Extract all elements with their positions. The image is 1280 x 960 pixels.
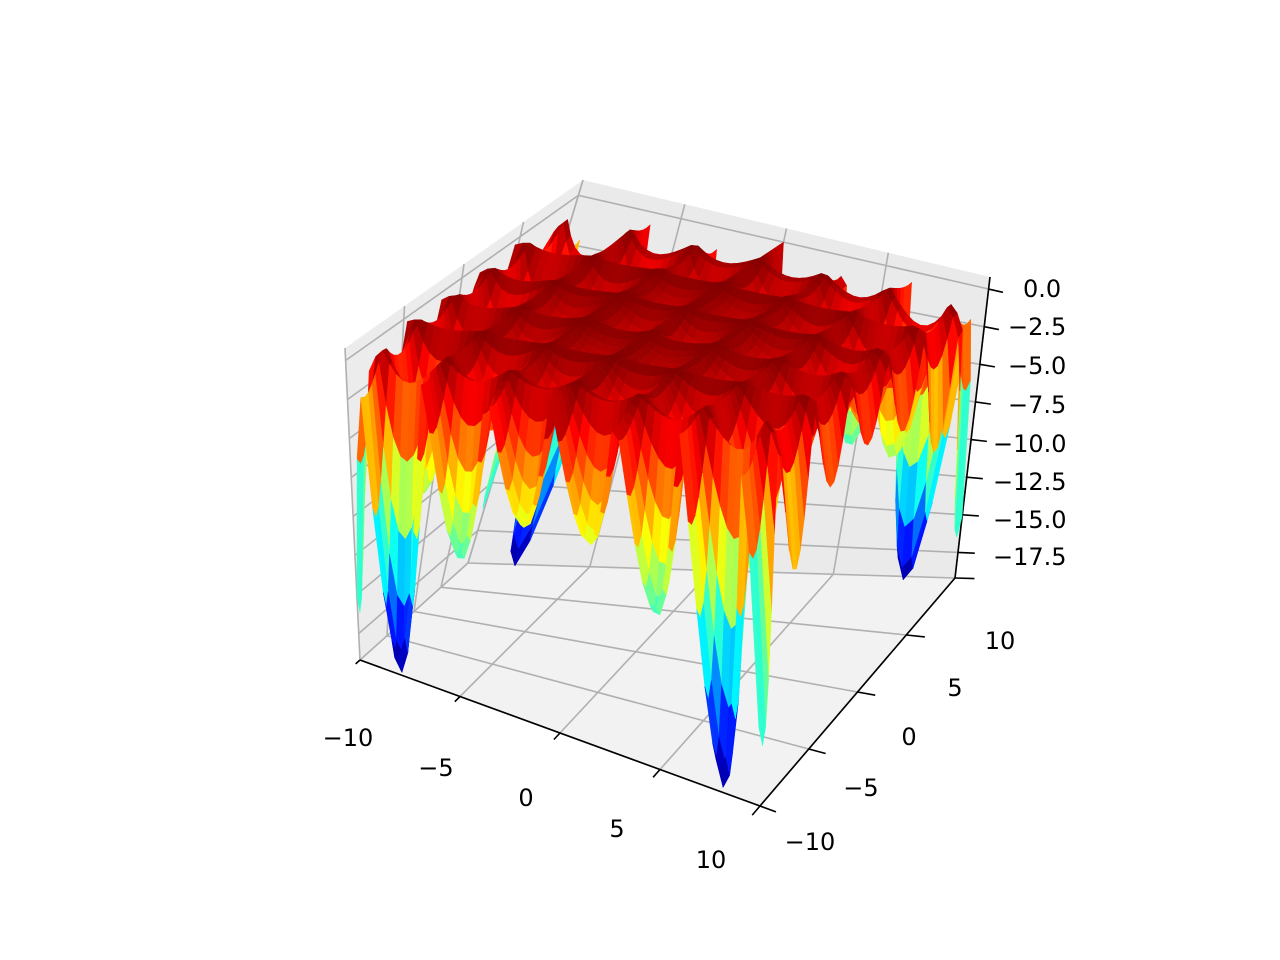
x-tick-mark xyxy=(355,659,361,665)
y-tick-mark xyxy=(759,805,777,813)
x-tick-mark xyxy=(553,732,561,741)
surface-facet xyxy=(885,387,894,422)
z-tick-mark xyxy=(962,513,979,517)
z-tick-mark xyxy=(971,438,987,443)
z-tick-label: −17.5 xyxy=(993,543,1067,571)
y-tick-label: 5 xyxy=(947,674,962,702)
surface-facet xyxy=(397,530,406,608)
surface-facet xyxy=(356,458,361,613)
y-tick-mark xyxy=(808,748,826,755)
surface-facet xyxy=(933,365,938,454)
x-tick-label: 0 xyxy=(518,784,533,812)
z-tick-label: −10.0 xyxy=(993,430,1067,458)
axis-ticks xyxy=(355,288,1004,816)
z-tick-mark xyxy=(975,401,991,405)
x-tick-label: 5 xyxy=(609,815,624,843)
x-tick-mark xyxy=(454,695,461,703)
y-tick-mark xyxy=(857,691,876,697)
y-tick-label: −10 xyxy=(785,828,836,856)
y-tick-mark xyxy=(906,634,925,638)
z-tick-label: −5.0 xyxy=(1008,352,1066,380)
x-tick-label: 10 xyxy=(696,846,727,874)
surface-facet xyxy=(749,552,763,746)
z-tick-mark xyxy=(988,288,1004,294)
z-tick-mark xyxy=(957,551,975,554)
y-tick-label: 0 xyxy=(901,723,916,751)
x-tick-label: −5 xyxy=(418,754,453,782)
floor-pane xyxy=(360,563,955,806)
y-tick-mark xyxy=(954,577,975,580)
z-tick-label: 0.0 xyxy=(1023,275,1061,303)
x-tick-mark xyxy=(751,805,761,816)
x-tick-mark xyxy=(652,768,661,778)
y-tick-label: 10 xyxy=(985,627,1016,655)
surface-mesh xyxy=(356,219,972,788)
z-tick-mark xyxy=(966,476,983,480)
surface-facet xyxy=(885,419,895,446)
z-tick-mark xyxy=(984,325,1000,331)
z-tick-label: −2.5 xyxy=(1008,313,1066,341)
z-tick-label: −12.5 xyxy=(993,468,1067,496)
y-tick-label: −5 xyxy=(843,774,878,802)
z-tick-label: −15.0 xyxy=(993,506,1067,534)
surface-facet xyxy=(962,323,967,392)
z-gridline xyxy=(345,194,989,362)
z-tick-label: −7.5 xyxy=(1008,391,1066,419)
x-tick-label: −10 xyxy=(323,724,374,752)
z-tick-mark xyxy=(979,363,996,368)
